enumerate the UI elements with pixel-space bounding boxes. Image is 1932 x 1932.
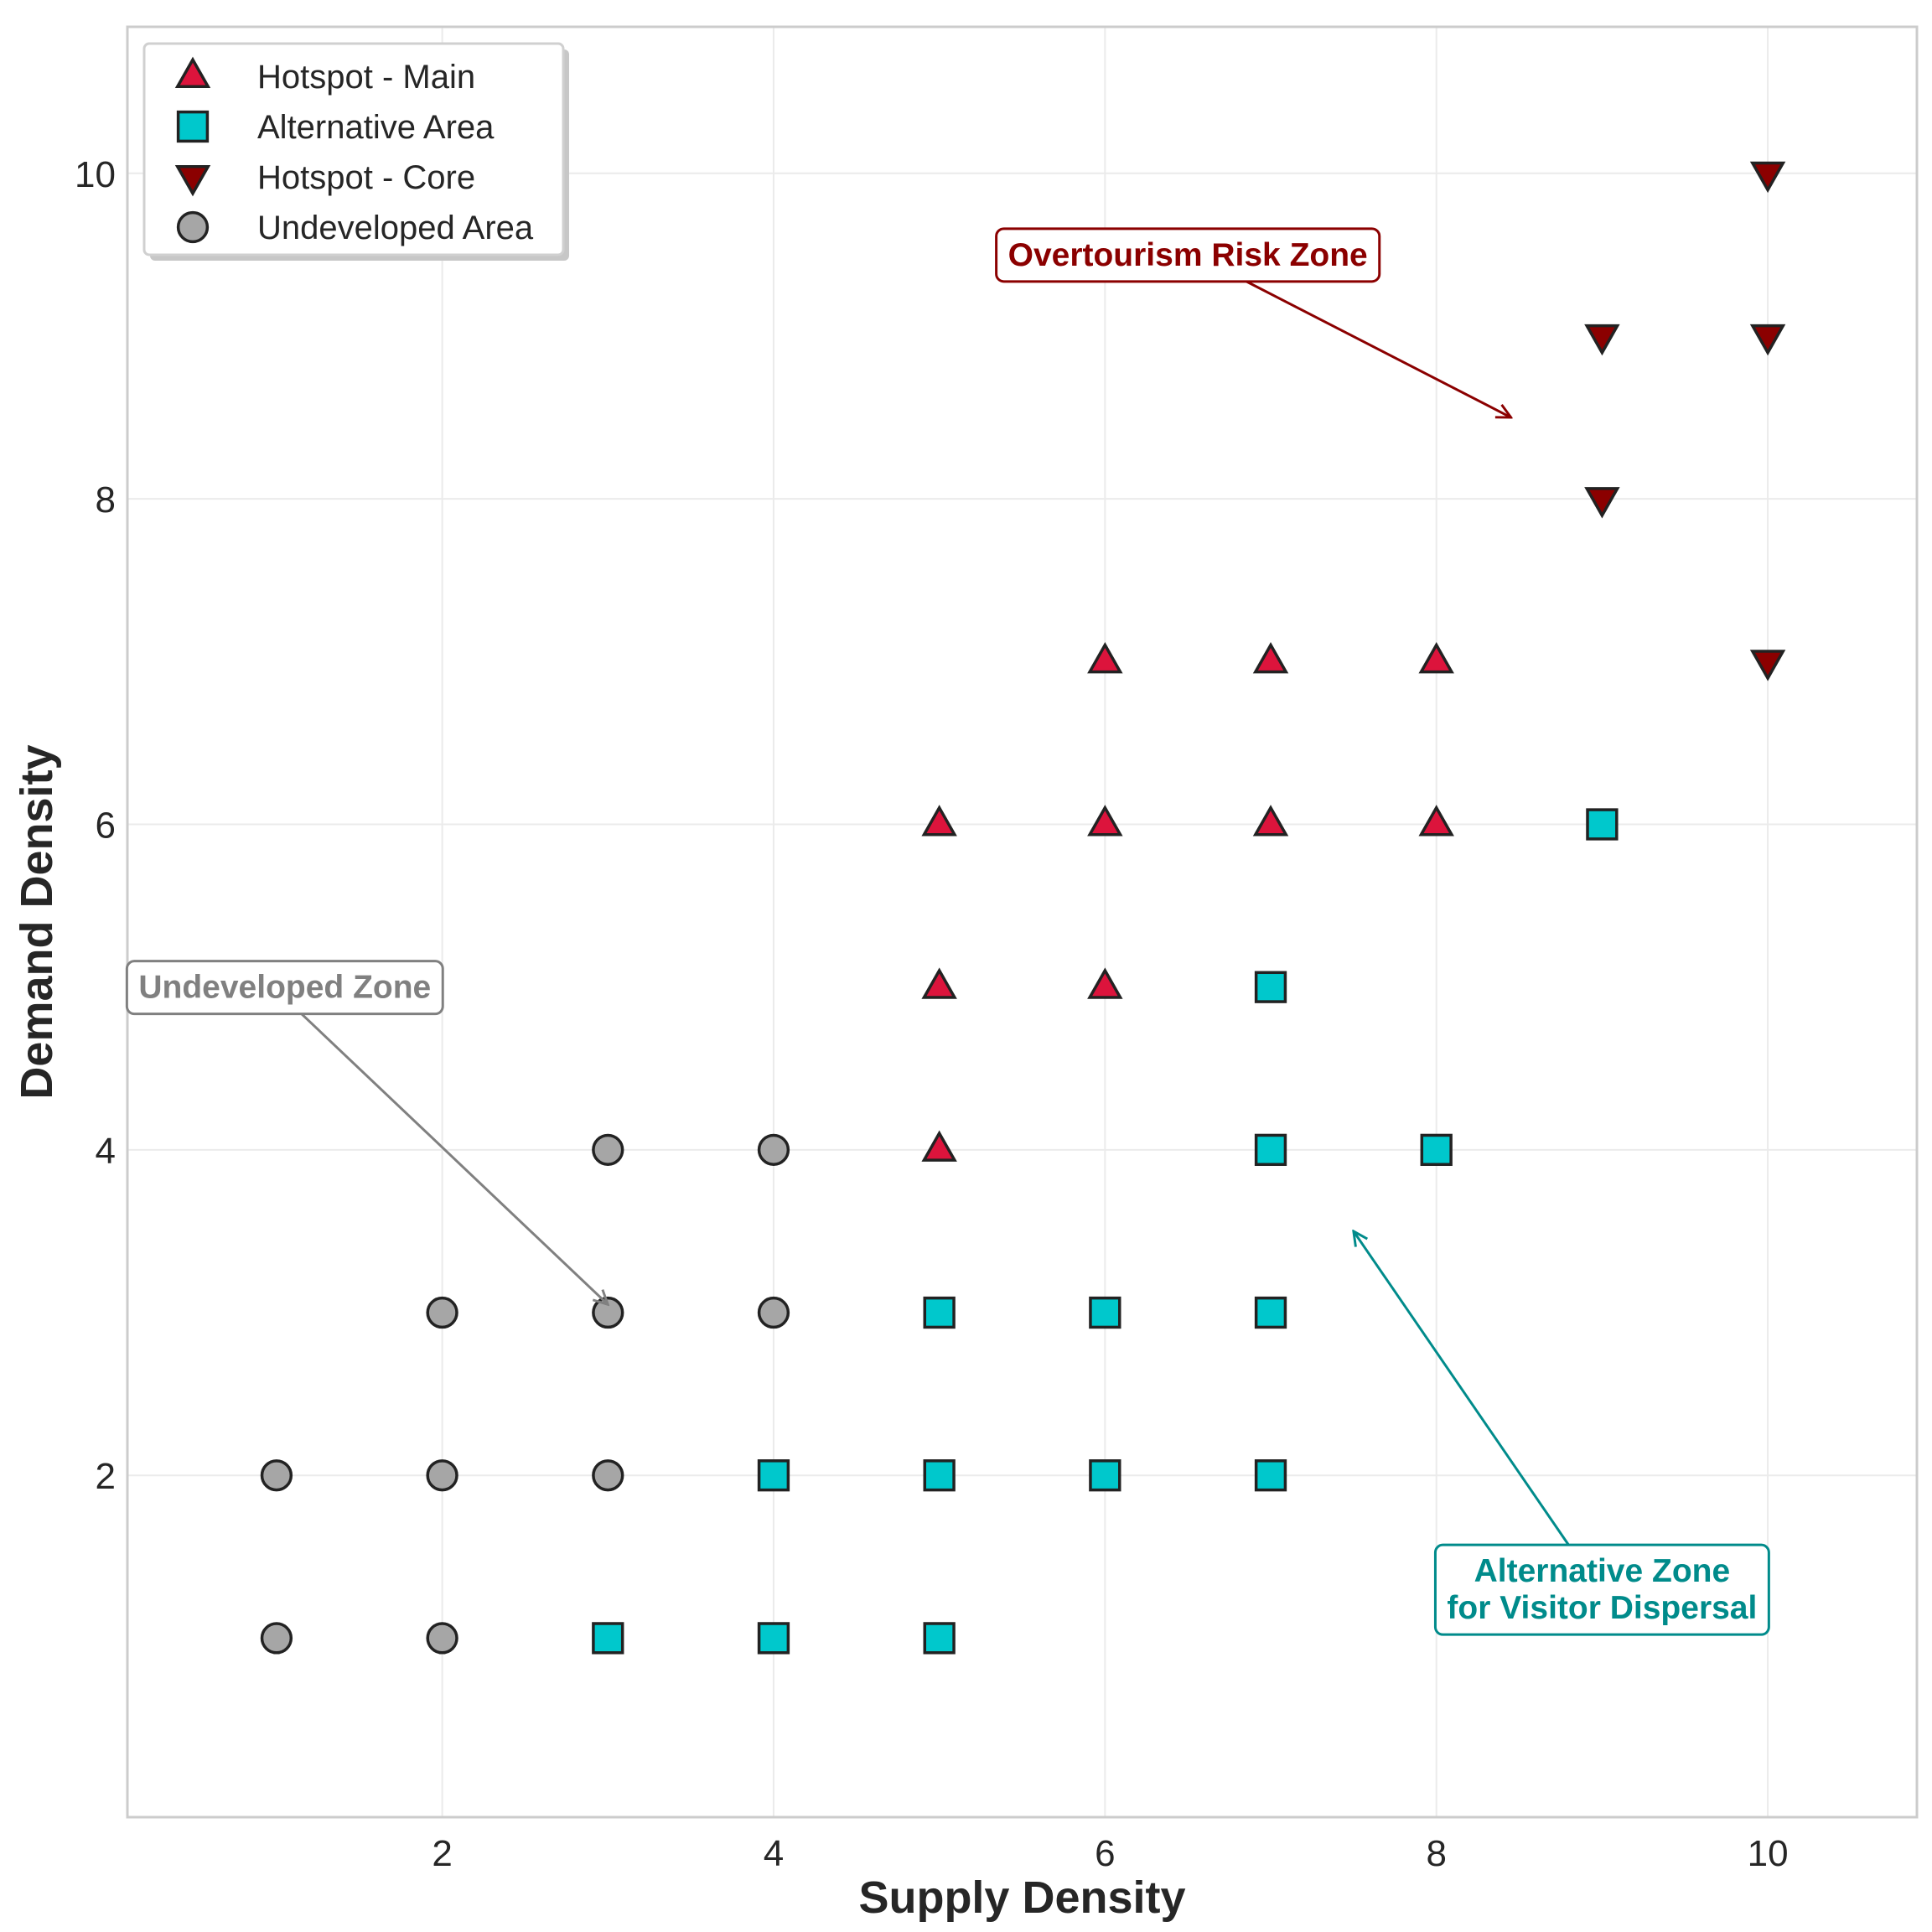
x-axis-title: Supply Density xyxy=(858,1872,1185,1923)
point-hotspot-main xyxy=(1418,805,1454,837)
annotation-overtourism-arrow xyxy=(1246,280,1510,417)
point-alternative-area xyxy=(923,1296,956,1329)
point-undeveloped-area xyxy=(592,1459,624,1492)
y-tick-label: 8 xyxy=(96,479,116,521)
point-undeveloped-area xyxy=(757,1133,790,1167)
point-undeveloped-area xyxy=(592,1133,624,1167)
point-hotspot-main xyxy=(1252,805,1289,837)
legend-item-alternative-area: Alternative Area xyxy=(176,109,495,146)
series-alternative-area xyxy=(592,808,1619,1655)
point-alternative-area xyxy=(923,1622,956,1655)
annotation-undeveloped-text: Undeveloped Zone xyxy=(138,970,431,1006)
point-hotspot-core xyxy=(1749,324,1786,356)
plot-frame xyxy=(126,25,1919,1819)
point-hotspot-main xyxy=(1087,805,1123,837)
annotation-alternative-box xyxy=(1433,1543,1770,1636)
point-alternative-area xyxy=(757,1459,790,1492)
y-tick-label: 10 xyxy=(75,154,116,195)
legend-item-undeveloped-area: Undeveloped Area xyxy=(176,210,534,246)
point-alternative-area xyxy=(1254,1133,1287,1167)
point-hotspot-main xyxy=(1087,641,1123,674)
point-alternative-area xyxy=(923,1459,956,1492)
point-undeveloped-area xyxy=(426,1459,458,1492)
series-undeveloped-area xyxy=(260,1133,790,1655)
point-hotspot-main xyxy=(1252,641,1289,674)
point-hotspot-core xyxy=(1749,650,1786,681)
point-undeveloped-area xyxy=(592,1296,624,1329)
point-alternative-area xyxy=(592,1622,624,1655)
legend-label-hotspot-main: Hotspot - Main xyxy=(257,59,475,96)
annotation-overtourism-box xyxy=(995,227,1381,283)
annotation-alternative-text: Alternative Zone xyxy=(1474,1553,1731,1589)
x-tick-label: 8 xyxy=(1426,1833,1446,1874)
point-hotspot-main xyxy=(1418,641,1454,674)
annotation-alternative-arrow xyxy=(1354,1231,1570,1546)
x-tick-label: 10 xyxy=(1748,1833,1789,1874)
annotation-undeveloped-box xyxy=(125,960,444,1016)
grid-lines xyxy=(127,27,1917,1817)
annotation-undeveloped-arrow xyxy=(300,1013,608,1305)
legend-marker-hotspot-main xyxy=(174,56,211,89)
point-undeveloped-area xyxy=(757,1296,790,1329)
point-undeveloped-area xyxy=(260,1459,293,1492)
x-tick-label: 2 xyxy=(432,1833,452,1874)
point-hotspot-main xyxy=(921,1130,957,1162)
point-hotspot-main xyxy=(1087,967,1123,999)
y-axis-title: Demand Density xyxy=(12,744,62,1099)
legend-marker-hotspot-core xyxy=(174,164,211,197)
legend-item-hotspot-main: Hotspot - Main xyxy=(174,56,475,96)
y-tick-label: 6 xyxy=(96,805,116,846)
point-undeveloped-area xyxy=(260,1622,293,1655)
legend: Hotspot - Main Alternative Area Hotspot - … xyxy=(142,42,569,261)
point-hotspot-core xyxy=(1749,161,1786,194)
point-undeveloped-area xyxy=(426,1622,458,1655)
y-tick-label: 4 xyxy=(96,1131,116,1172)
series-hotspot-main xyxy=(921,641,1454,1162)
annotation-overtourism-text: Overtourism Risk Zone xyxy=(1008,237,1368,273)
point-alternative-area xyxy=(1254,1296,1287,1329)
point-hotspot-main xyxy=(921,805,957,837)
data-points xyxy=(260,161,1786,1655)
annotation-undeveloped: Undeveloped Zone xyxy=(125,960,608,1305)
legend-item-hotspot-core: Hotspot - Core xyxy=(174,159,475,197)
series-hotspot-core xyxy=(1584,161,1786,681)
point-alternative-area xyxy=(1420,1133,1453,1167)
legend-label-hotspot-core: Hotspot - Core xyxy=(257,159,475,196)
point-alternative-area xyxy=(1089,1296,1121,1329)
point-alternative-area xyxy=(1586,808,1619,841)
tick-labels: 2 4 6 8 10 2 4 6 8 10 xyxy=(75,154,1789,1874)
point-hotspot-core xyxy=(1584,487,1620,519)
legend-box xyxy=(142,42,565,256)
annotation-alternative-text: for Visitor Dispersal xyxy=(1447,1590,1757,1626)
legend-label-alternative-area: Alternative Area xyxy=(257,109,495,146)
point-alternative-area xyxy=(1254,1459,1287,1492)
legend-marker-alternative-area xyxy=(176,110,210,143)
x-tick-label: 6 xyxy=(1095,1833,1115,1874)
point-hotspot-main xyxy=(921,967,957,999)
point-alternative-area xyxy=(757,1622,790,1655)
legend-marker-undeveloped-area xyxy=(176,210,210,244)
point-alternative-area xyxy=(1089,1459,1121,1492)
annotations: Overtourism Risk Zone Undeveloped Zone Alt… xyxy=(125,227,1770,1636)
point-alternative-area xyxy=(1254,971,1287,1003)
legend-label-undeveloped-area: Undeveloped Area xyxy=(257,210,534,246)
annotation-overtourism: Overtourism Risk Zone xyxy=(995,227,1511,417)
point-hotspot-core xyxy=(1584,324,1620,356)
point-undeveloped-area xyxy=(426,1296,458,1329)
y-tick-label: 2 xyxy=(96,1456,116,1497)
x-tick-label: 4 xyxy=(764,1833,784,1874)
